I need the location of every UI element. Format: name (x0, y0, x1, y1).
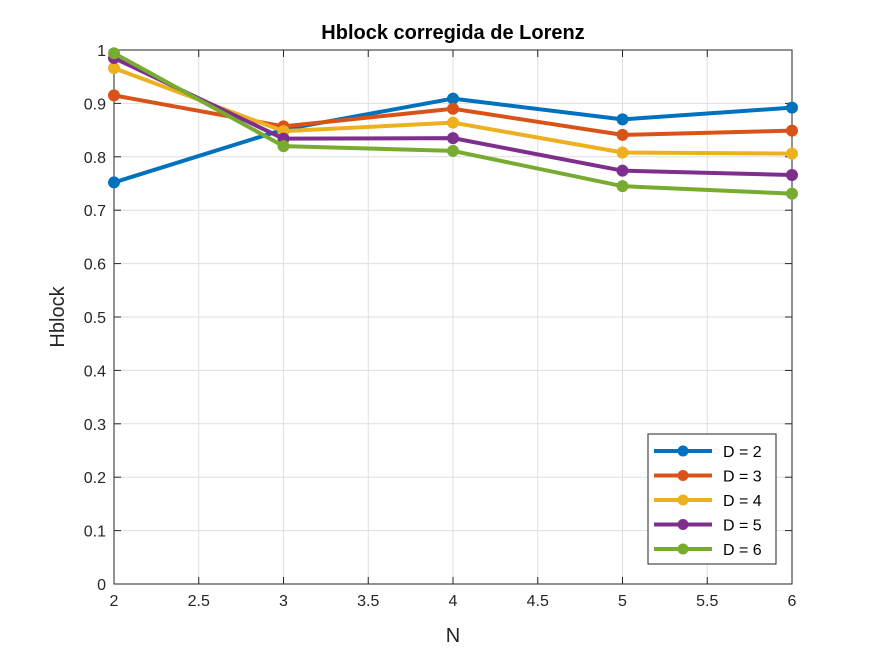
data-point (447, 132, 459, 145)
legend-label: D = 5 (723, 518, 762, 535)
y-tick-label: 0.3 (84, 417, 106, 434)
x-tick-label: 2.5 (188, 593, 210, 610)
data-point (108, 47, 120, 60)
data-point (616, 146, 629, 159)
data-point (447, 102, 459, 115)
y-tick-label: 1 (97, 43, 106, 60)
x-tick-label: 3.5 (357, 593, 379, 610)
series-group (108, 47, 798, 200)
data-point (616, 113, 629, 126)
y-tick-label: 0 (97, 577, 106, 594)
legend: D = 2 D = 3 D = 4 D = 5 D = 6 (647, 433, 777, 565)
data-point (447, 144, 459, 157)
y-tick-label: 0.6 (84, 257, 106, 274)
x-axis-label: N (446, 625, 460, 647)
x-tick-label: 5.5 (696, 593, 718, 610)
x-tick-label: 2 (110, 593, 119, 610)
data-point (616, 180, 629, 193)
legend-marker (677, 445, 689, 457)
data-point (108, 176, 120, 189)
x-tick-label: 4 (449, 593, 458, 610)
y-tick-label: 0.2 (84, 470, 106, 487)
data-point (108, 62, 120, 75)
data-point (277, 140, 290, 153)
y-tick-label: 0.9 (84, 96, 106, 113)
legend-marker (677, 470, 689, 481)
legend-label: D = 6 (723, 542, 762, 559)
x-tick-label: 3 (279, 593, 288, 610)
legend-label: D = 2 (723, 444, 762, 461)
y-tick-label: 0.4 (84, 363, 106, 380)
legend-marker (677, 543, 689, 555)
data-point (786, 101, 798, 114)
legend-marker (677, 519, 689, 530)
legend-label: D = 3 (723, 469, 762, 486)
y-tick-label: 0.7 (84, 203, 106, 220)
x-tick-label: 4.5 (527, 593, 549, 610)
data-point (786, 147, 798, 160)
data-point (447, 116, 459, 129)
legend-marker (677, 494, 689, 506)
x-tick-label: 6 (788, 593, 797, 610)
y-tick-label: 0.8 (84, 150, 106, 167)
y-tick-label: 0.5 (84, 310, 106, 327)
data-point (786, 168, 798, 181)
data-point (447, 92, 459, 105)
series-d-6 (108, 47, 798, 200)
y-axis-label: Hblock (47, 285, 69, 347)
axes: 2 2.5 3 3.5 4 4.5 5 5.5 6 0 0.1 0.2 0.3 0.4 0.5 0.6 0.7 0… (84, 43, 797, 610)
chart-title: Hblock corregida de Lorenz (321, 22, 584, 44)
data-point (786, 187, 798, 200)
data-point (786, 124, 798, 137)
y-tick-label: 0.1 (84, 524, 106, 541)
data-point (616, 164, 629, 177)
x-tick-label: 5 (618, 593, 627, 610)
data-point (616, 128, 629, 141)
data-point (108, 89, 120, 102)
legend-label: D = 4 (723, 493, 762, 510)
